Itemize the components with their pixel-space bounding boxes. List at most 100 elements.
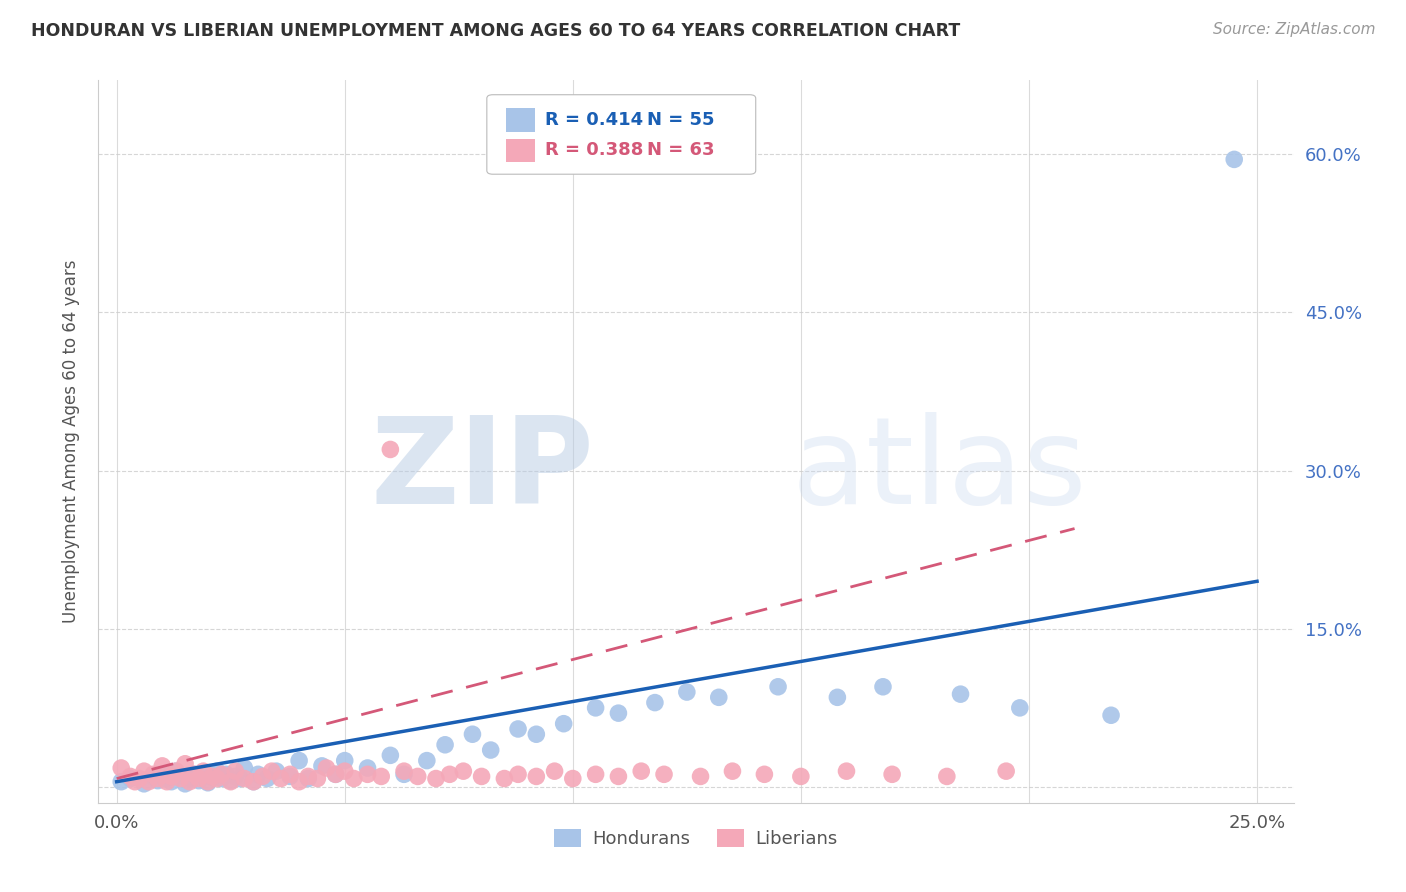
- Point: [607, 769, 630, 783]
- Point: [949, 687, 972, 701]
- Point: [110, 774, 132, 789]
- Text: HONDURAN VS LIBERIAN UNEMPLOYMENT AMONG AGES 60 TO 64 YEARS CORRELATION CHART: HONDURAN VS LIBERIAN UNEMPLOYMENT AMONG …: [31, 22, 960, 40]
- Point: [315, 761, 337, 775]
- Point: [205, 764, 228, 779]
- Point: [260, 764, 283, 779]
- Point: [160, 774, 183, 789]
- Point: [754, 767, 776, 781]
- Point: [193, 769, 215, 783]
- Point: [790, 769, 813, 783]
- Y-axis label: Unemployment Among Ages 60 to 64 years: Unemployment Among Ages 60 to 64 years: [62, 260, 80, 624]
- Point: [392, 767, 415, 781]
- Point: [561, 772, 583, 786]
- Point: [585, 767, 607, 781]
- Point: [201, 771, 224, 785]
- Point: [543, 764, 565, 779]
- Point: [179, 772, 201, 786]
- Point: [297, 772, 319, 786]
- Point: [406, 769, 429, 783]
- Point: [416, 754, 439, 768]
- Point: [146, 772, 169, 786]
- Point: [120, 772, 142, 786]
- Point: [721, 764, 744, 779]
- Text: R = 0.388: R = 0.388: [546, 141, 644, 160]
- Point: [224, 764, 246, 779]
- Point: [380, 442, 402, 457]
- Point: [205, 772, 228, 786]
- Point: [872, 680, 894, 694]
- Point: [256, 772, 278, 786]
- Point: [156, 774, 179, 789]
- Point: [242, 774, 264, 789]
- Point: [325, 767, 347, 781]
- Point: [311, 759, 333, 773]
- Point: [120, 769, 142, 783]
- Text: R = 0.414: R = 0.414: [546, 111, 644, 129]
- Point: [242, 774, 264, 789]
- Point: [630, 764, 652, 779]
- Point: [835, 764, 858, 779]
- Point: [211, 772, 233, 786]
- FancyBboxPatch shape: [486, 95, 756, 174]
- Point: [138, 774, 160, 789]
- Point: [128, 772, 150, 786]
- Point: [197, 776, 219, 790]
- Point: [392, 764, 415, 779]
- Point: [156, 772, 179, 786]
- Point: [453, 764, 475, 779]
- Point: [132, 777, 155, 791]
- Point: [471, 769, 494, 783]
- Point: [165, 764, 187, 779]
- Point: [343, 772, 366, 786]
- Point: [174, 777, 197, 791]
- Point: [461, 727, 484, 741]
- Point: [325, 767, 347, 781]
- Point: [142, 767, 165, 781]
- Point: [187, 773, 209, 788]
- Point: [233, 761, 256, 775]
- Point: [676, 685, 699, 699]
- Point: [165, 764, 187, 779]
- Point: [174, 756, 197, 771]
- FancyBboxPatch shape: [506, 139, 534, 162]
- Text: ZIP: ZIP: [371, 412, 595, 529]
- Point: [187, 772, 209, 786]
- Point: [506, 722, 529, 736]
- Point: [193, 764, 215, 779]
- Point: [524, 769, 547, 783]
- Point: [247, 767, 270, 781]
- Point: [219, 774, 242, 789]
- Point: [297, 769, 319, 783]
- Point: [494, 772, 516, 786]
- Point: [1008, 701, 1031, 715]
- Legend: Hondurans, Liberians: Hondurans, Liberians: [547, 822, 845, 855]
- Point: [150, 759, 173, 773]
- Point: [356, 767, 378, 781]
- FancyBboxPatch shape: [506, 109, 534, 132]
- Point: [506, 767, 529, 781]
- Point: [439, 767, 461, 781]
- Point: [1223, 153, 1246, 167]
- Point: [110, 761, 132, 775]
- Point: [211, 767, 233, 781]
- Point: [425, 772, 447, 786]
- Point: [356, 761, 378, 775]
- Point: [278, 769, 301, 783]
- Point: [689, 769, 711, 783]
- Point: [995, 764, 1018, 779]
- Point: [524, 727, 547, 741]
- Point: [935, 769, 957, 783]
- Point: [278, 767, 301, 781]
- Text: atlas: atlas: [792, 412, 1087, 529]
- Point: [827, 690, 849, 705]
- Point: [229, 772, 252, 786]
- Point: [142, 769, 165, 783]
- Point: [333, 754, 356, 768]
- Point: [270, 772, 292, 786]
- Point: [233, 772, 256, 786]
- Point: [266, 764, 288, 779]
- Point: [288, 774, 311, 789]
- Point: [307, 772, 329, 786]
- Text: Source: ZipAtlas.com: Source: ZipAtlas.com: [1212, 22, 1375, 37]
- Point: [179, 774, 201, 789]
